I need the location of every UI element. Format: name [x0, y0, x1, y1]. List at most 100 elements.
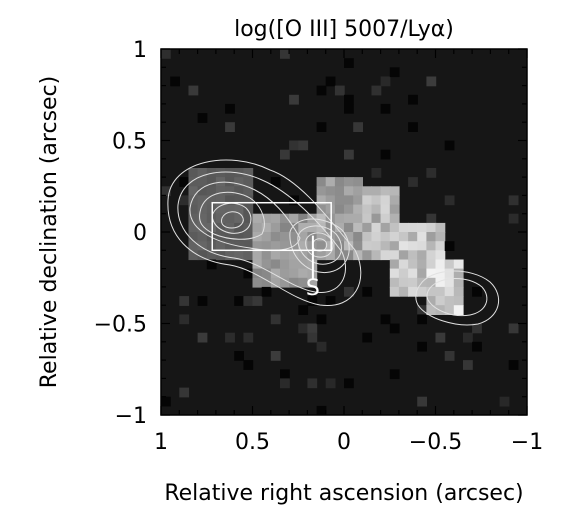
ratio-pixel [371, 222, 382, 233]
chart-title: log([O III] 5007/Lyα) [234, 17, 454, 42]
ratio-pixel [261, 286, 272, 297]
ratio-pixel [344, 286, 354, 297]
ratio-pixel [179, 387, 190, 398]
ratio-pixel [408, 286, 418, 297]
ratio-pixel [444, 351, 455, 361]
ratio-pixel [261, 268, 272, 279]
ratio-pixel [280, 378, 290, 389]
ratio-pixel [362, 222, 373, 233]
ratio-pixel [289, 259, 299, 270]
ratio-pixel [380, 314, 391, 325]
ratio-pixel [316, 122, 327, 132]
ratio-pixel [380, 76, 391, 87]
contours [167, 159, 499, 326]
ratio-pixel [334, 85, 345, 96]
ratio-pixel [289, 232, 299, 242]
ratio-pixel [508, 360, 519, 370]
ratio-pixel [426, 250, 437, 261]
x-axis-label: Relative right ascension (arcsec) [164, 481, 523, 506]
ratio-pixel [225, 415, 235, 425]
ratio-pixel [389, 213, 400, 224]
ratio-pixel [353, 241, 363, 251]
ratio-pixel [371, 168, 382, 178]
ratio-pixel [270, 241, 281, 251]
ratio-pixel [334, 241, 345, 251]
ratio-pixel [444, 277, 455, 288]
y-tick-label: −1 [115, 404, 147, 429]
ratio-pixel [197, 213, 208, 224]
ratio-pixel [344, 149, 354, 160]
ratio-pixel [371, 195, 382, 206]
ratio-pixel [417, 222, 427, 233]
ratio-pixel [316, 341, 327, 352]
ratio-pixel [234, 177, 244, 187]
ratio-pixel [197, 296, 208, 306]
ratio-pixel [435, 268, 446, 279]
region-box [211, 201, 332, 252]
ratio-pixel [261, 213, 272, 224]
x-tick-label: −0.5 [409, 430, 462, 455]
ratio-pixel [206, 186, 217, 197]
ratio-pixel [463, 360, 473, 370]
ratio-pixel [206, 177, 217, 187]
ratio-pixel [280, 49, 290, 59]
ratio-pixel [298, 222, 309, 233]
ratio-pixel [325, 177, 336, 187]
ratio-pixel [188, 250, 199, 261]
ratio-pixel [353, 213, 363, 224]
ratio-pixel [270, 177, 281, 187]
ratio-pixel [417, 341, 427, 352]
ratio-pixel [243, 204, 254, 215]
ratio-pixel [225, 332, 235, 343]
ratio-pixel [289, 94, 299, 105]
ratio-pixel [362, 241, 373, 251]
ratio-pixel [527, 58, 537, 68]
ratio-pixel [353, 195, 363, 206]
ratio-pixel [398, 222, 409, 233]
ratio-pixel [188, 232, 199, 242]
ratio-pixel [188, 168, 199, 178]
ratio-pixel [353, 122, 363, 132]
ratio-pixel [380, 186, 391, 197]
ratio-pixel [344, 94, 354, 105]
ratio-pixel [444, 305, 455, 315]
ratio-pixel [362, 286, 373, 297]
ratio-pixel [408, 268, 418, 279]
ratio-pixel [188, 186, 199, 197]
ratio-pixel [426, 76, 437, 87]
ratio-pixel [472, 286, 482, 297]
ratio-pixel [261, 250, 272, 261]
ratio-pixel [527, 351, 537, 361]
ratio-pixel [353, 232, 363, 242]
contour-line [211, 202, 252, 234]
ratio-map [161, 49, 537, 425]
ratio-pixel [444, 296, 455, 306]
ratio-pixel [225, 250, 235, 261]
ratio-pixel [243, 268, 254, 279]
ratio-pixel [389, 204, 400, 215]
ratio-pixel [353, 177, 363, 187]
ratio-pixel [270, 222, 281, 233]
ratio-pixel [252, 268, 263, 279]
ratio-pixel [426, 296, 437, 306]
ratio-pixel [197, 186, 208, 197]
ratio-pixel [408, 177, 418, 187]
ratio-pixel [225, 122, 235, 132]
ratio-pixel [316, 85, 327, 96]
ratio-pixel [508, 323, 519, 334]
ratio-pixel [325, 250, 336, 261]
ratio-pixel [225, 232, 235, 242]
contour-line [167, 159, 362, 307]
ratio-pixel [280, 213, 290, 224]
ratio-pixel [270, 232, 281, 242]
ratio-pixel [426, 268, 437, 279]
ratio-pixel [298, 268, 309, 279]
ratio-pixel [435, 250, 446, 261]
ratio-pixel [289, 277, 299, 288]
ratio-pixel [325, 195, 336, 206]
ratio-pixel [197, 232, 208, 242]
ratio-pixel [408, 259, 418, 270]
ratio-pixel [527, 141, 537, 151]
ratio-pixel [188, 85, 199, 96]
ratio-pixel [261, 259, 272, 270]
